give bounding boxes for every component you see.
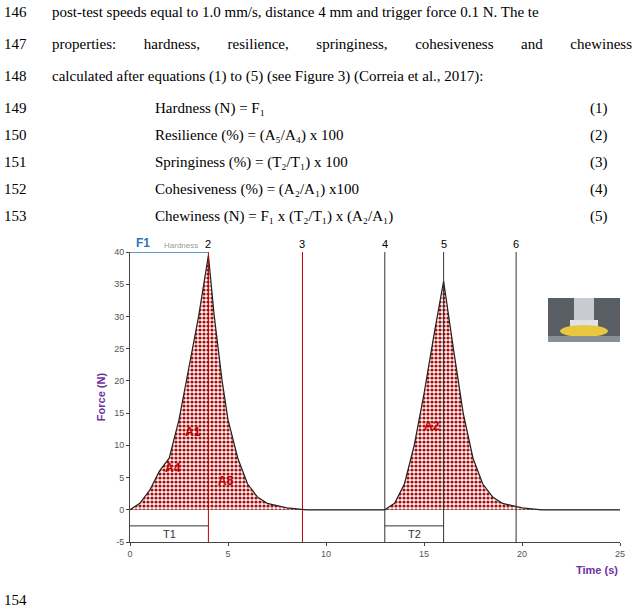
svg-text:Force (N): Force (N) (95, 373, 107, 422)
html-text:Cohesiveness (%) = (A₂/A₁) x10: Cohesiveness (%) = (A₂/A₁) x100 (155, 181, 359, 197)
html-text:(2): (2) (590, 127, 608, 143)
html-text:calculated after equations (1): calculated after equations (1) to (5) (s… (52, 68, 484, 84)
svg-text:5: 5 (225, 549, 230, 559)
svg-text:5: 5 (441, 238, 447, 250)
svg-text:0: 0 (127, 549, 132, 559)
html-text:148: 148 (4, 68, 27, 84)
svg-text:2: 2 (205, 238, 211, 250)
html-text:(5): (5) (590, 208, 608, 224)
svg-text:30: 30 (114, 312, 124, 322)
svg-text:10: 10 (114, 440, 124, 450)
svg-text:-5: -5 (116, 537, 124, 547)
svg-text:15: 15 (114, 408, 124, 418)
svg-text:10: 10 (321, 549, 331, 559)
svg-text:F1: F1 (136, 236, 150, 250)
svg-text:25: 25 (615, 549, 625, 559)
svg-text:35: 35 (114, 279, 124, 289)
svg-text:T2: T2 (408, 528, 421, 540)
svg-text:4: 4 (382, 238, 388, 250)
svg-text:Time (s): Time (s) (576, 564, 618, 576)
html-text:post-test speeds equal to 1.0: post-test speeds equal to 1.0 mm/s, dist… (52, 4, 539, 20)
html-text:147: 147 (4, 36, 27, 52)
svg-text:A2: A2 (424, 419, 440, 433)
html-text:(3): (3) (590, 154, 608, 170)
svg-text:20: 20 (517, 549, 527, 559)
svg-text:15: 15 (419, 549, 429, 559)
svg-text:T1: T1 (163, 528, 176, 540)
html-text:Springiness (%) = (T₂/T₁) x 10: Springiness (%) = (T₂/T₁) x 100 (155, 154, 348, 170)
html-text:152: 152 (4, 181, 27, 197)
svg-text:5: 5 (119, 473, 124, 483)
svg-text:40: 40 (114, 247, 124, 257)
html-text:153: 153 (4, 208, 27, 224)
svg-text:A5: A5 (218, 474, 234, 488)
html-text:Resilience (%) = (A₅/A₄) x 100: Resilience (%) = (A₅/A₄) x 100 (155, 127, 344, 143)
svg-text:20: 20 (114, 376, 124, 386)
svg-text:A1: A1 (185, 425, 201, 439)
html-text:(1): (1) (590, 100, 608, 116)
html-text:151: 151 (4, 154, 27, 170)
html-text:(4): (4) (590, 181, 608, 197)
svg-text:0: 0 (119, 505, 124, 515)
svg-text:Hardness: Hardness (164, 241, 198, 250)
html-text:150: 150 (4, 127, 27, 143)
html-text:154: 154 (4, 592, 27, 608)
html-text:Hardness (N) = F₁: Hardness (N) = F₁ (155, 100, 265, 116)
svg-text:3: 3 (299, 238, 305, 250)
html-text:146: 146 (4, 4, 27, 20)
html-text:properties: hardness, resilien: properties: hardness, resilience, spring… (52, 36, 632, 52)
svg-text:25: 25 (114, 344, 124, 354)
svg-text:6: 6 (513, 238, 519, 250)
svg-text:A4: A4 (165, 461, 181, 475)
html-text:Chewiness (N) = F₁ x (T₂/T₁) x: Chewiness (N) = F₁ x (T₂/T₁) x (A₂/A₁) (155, 208, 394, 224)
html-text:149: 149 (4, 100, 27, 116)
